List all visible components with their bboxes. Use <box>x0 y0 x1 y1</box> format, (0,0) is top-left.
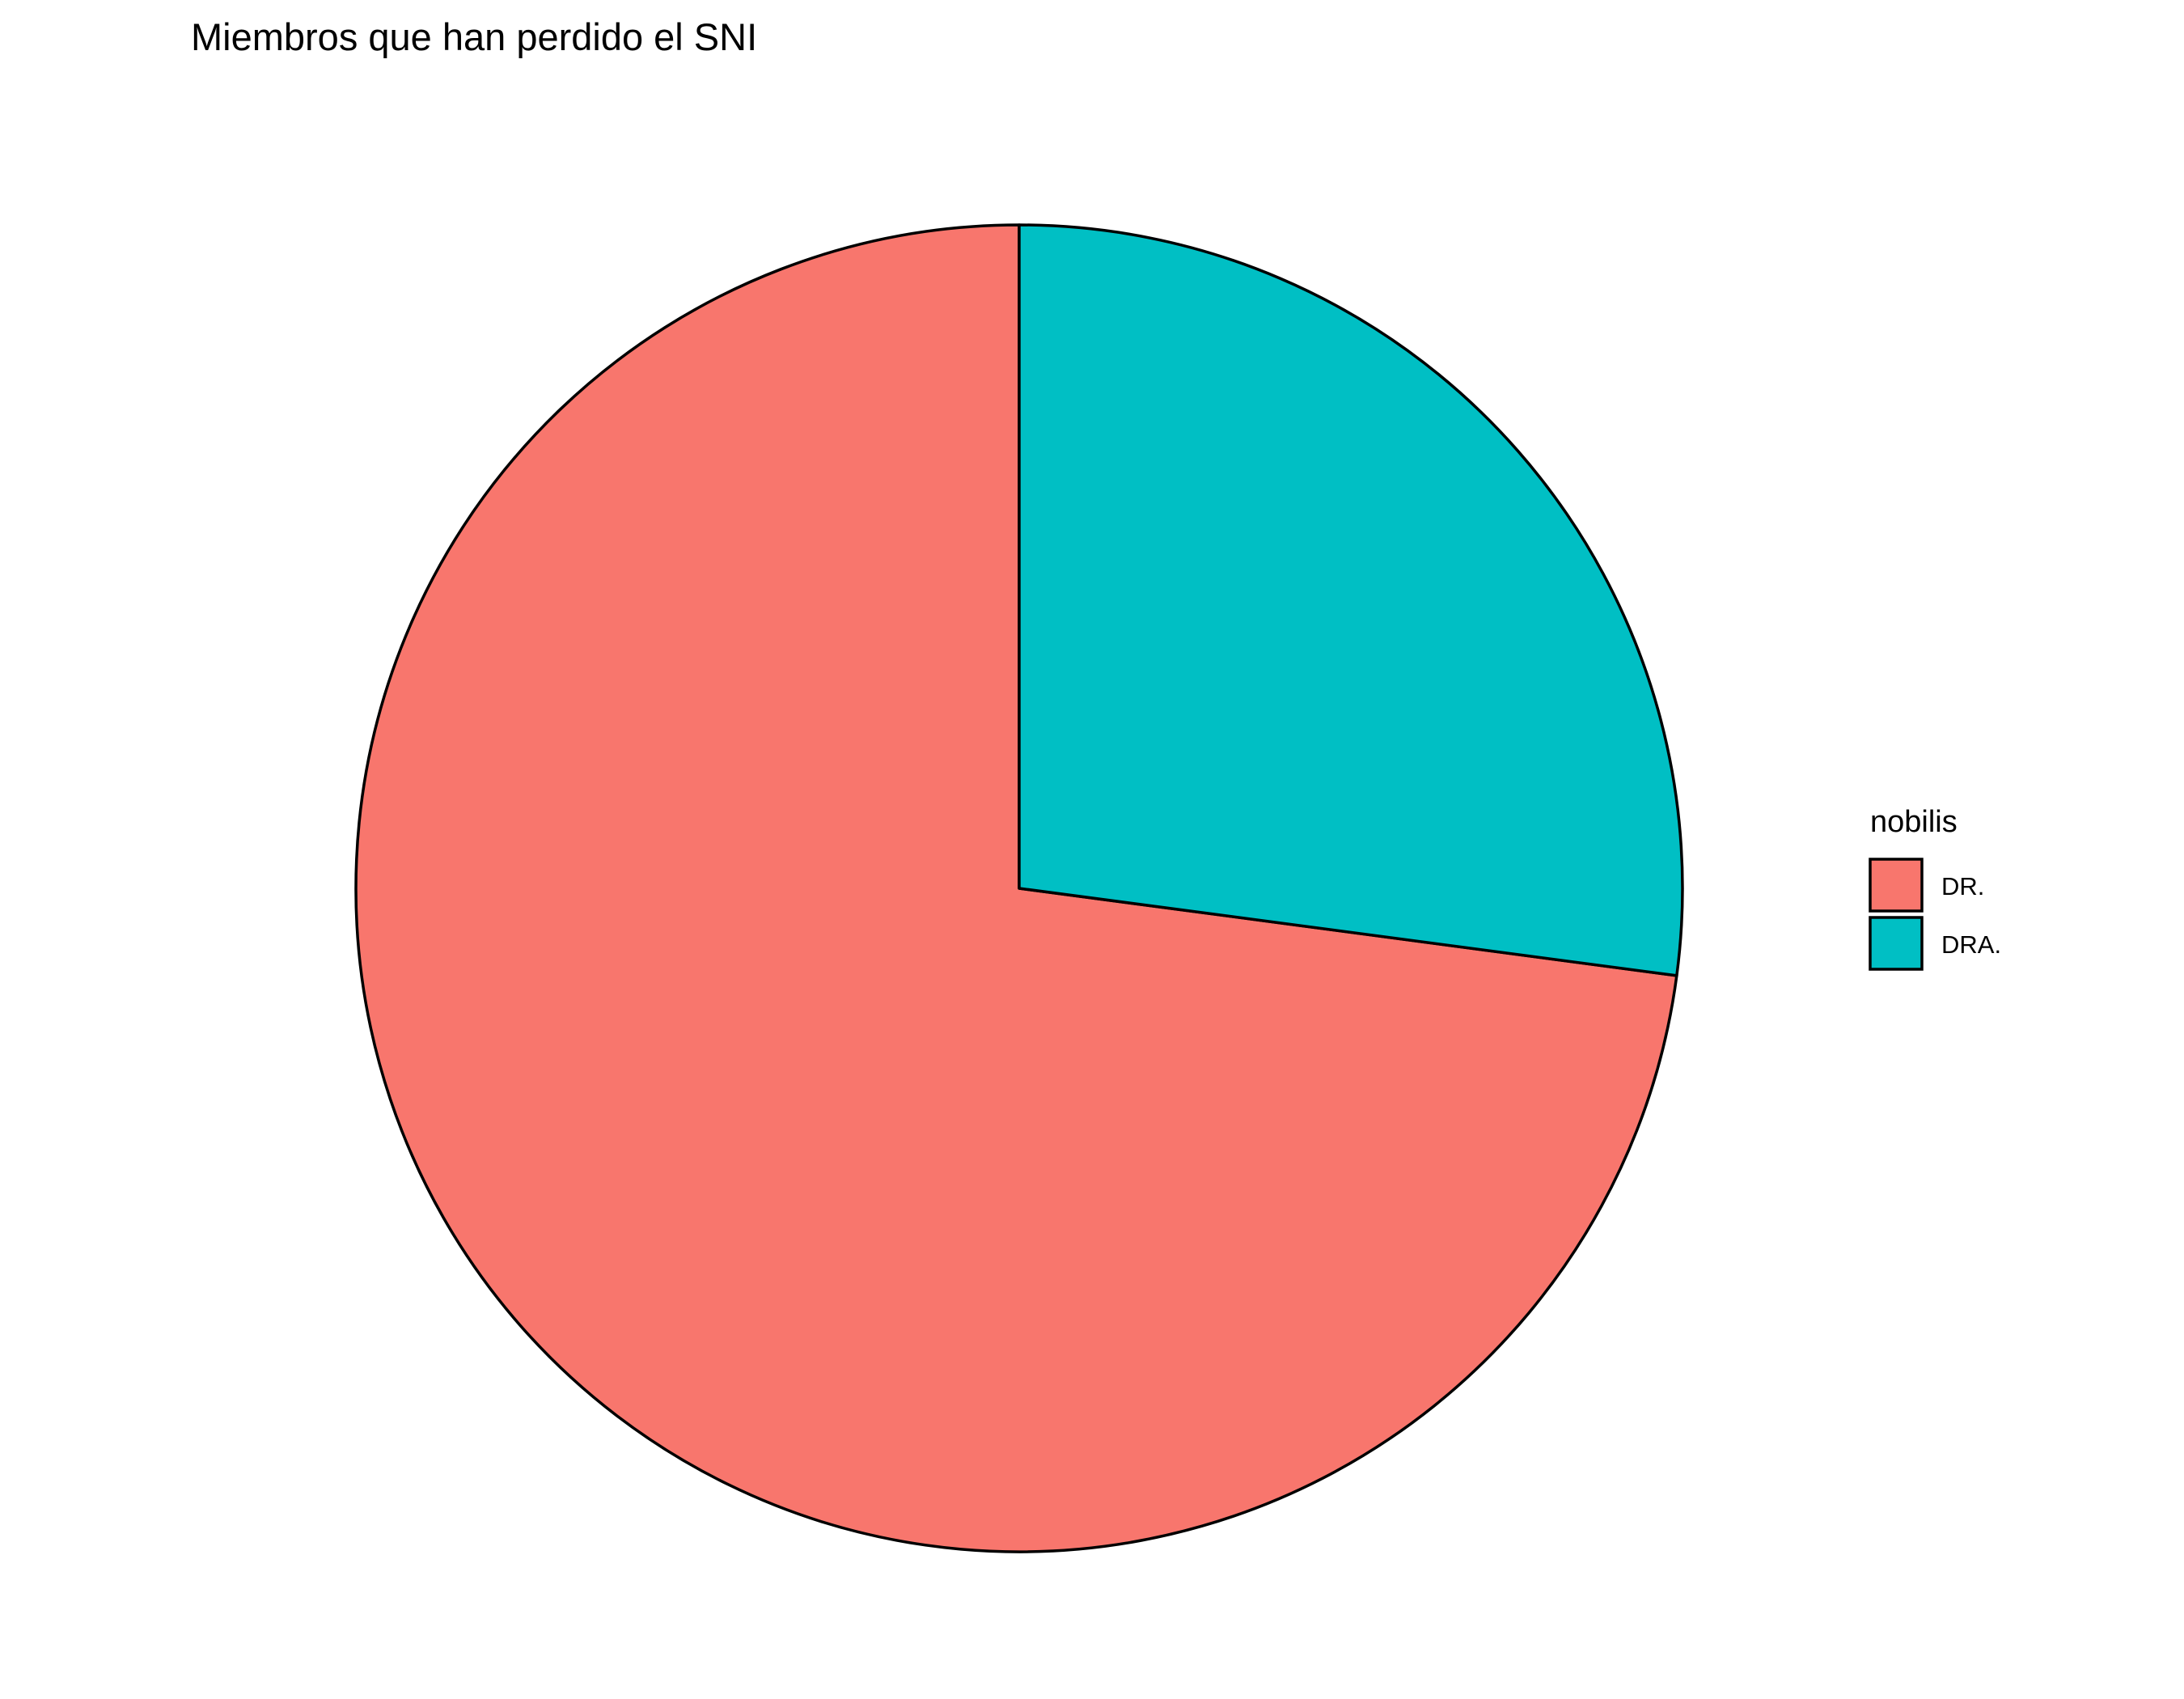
pie-slice-dr <box>354 223 1678 1553</box>
legend-key-dr <box>1869 858 1924 913</box>
legend-label-dra: DRA. <box>1941 930 2001 959</box>
legend-key-dra <box>1869 916 1924 971</box>
legend-entry-dra: DRA. <box>1869 916 2001 971</box>
legend: nobilis DR. DRA. <box>1869 805 2001 971</box>
legend-title: nobilis <box>1870 805 1958 839</box>
pie-slice-dra <box>1018 223 1684 977</box>
legend-label-dr: DR. <box>1941 872 1984 900</box>
legend-entry-dr: DR. <box>1869 858 1984 913</box>
chart-title: Miembros que han perdido el SNI <box>191 15 757 58</box>
pie-slices <box>354 223 1684 1553</box>
